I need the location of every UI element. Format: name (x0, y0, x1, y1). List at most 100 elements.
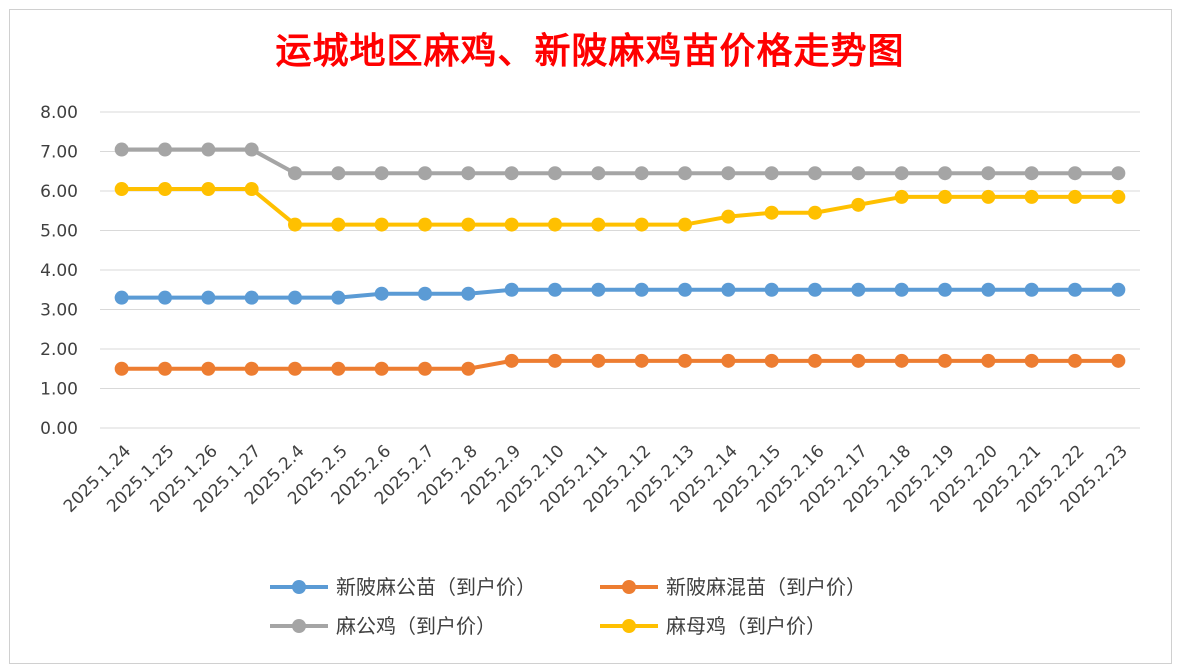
data-point (981, 282, 996, 297)
data-point (504, 353, 519, 368)
data-point (1068, 353, 1082, 368)
data-point (894, 282, 909, 297)
data-point (764, 166, 779, 181)
data-point (114, 182, 129, 197)
data-point (504, 166, 519, 181)
data-point (1068, 189, 1082, 204)
y-tick-label: 0.00 (40, 419, 78, 439)
legend-item: 麻母鸡（到户价） (600, 614, 826, 638)
data-point (808, 282, 822, 297)
data-point (808, 166, 822, 181)
gridlines (100, 111, 1140, 429)
data-point (938, 189, 952, 204)
data-point (114, 142, 129, 157)
data-point (158, 290, 172, 305)
data-point (461, 217, 476, 232)
data-point (851, 282, 866, 297)
data-point (1024, 353, 1039, 368)
data-point (591, 353, 606, 368)
data-point (764, 282, 779, 297)
data-point (1024, 282, 1039, 297)
y-tick-label: 6.00 (40, 182, 78, 202)
series-lines (114, 142, 1126, 376)
data-point (808, 205, 822, 220)
data-point (938, 353, 952, 368)
data-point (244, 182, 259, 197)
data-point (981, 353, 996, 368)
legend-item: 新陂麻公苗（到户价） (270, 575, 536, 599)
data-point (851, 353, 866, 368)
data-point (678, 282, 692, 297)
data-point (114, 290, 129, 305)
data-point (331, 166, 346, 181)
data-point (504, 282, 519, 297)
data-point (851, 197, 866, 212)
data-point (548, 353, 562, 368)
data-point (418, 217, 432, 232)
data-point (591, 217, 606, 232)
legend-swatch-marker (292, 619, 306, 633)
y-tick-label: 1.00 (40, 380, 78, 400)
series-line (121, 358, 1119, 371)
series-3 (114, 142, 1126, 181)
data-point (461, 286, 476, 301)
data-point (1068, 166, 1082, 181)
data-point (894, 189, 909, 204)
data-point (374, 361, 389, 376)
y-tick-label: 4.00 (40, 261, 78, 281)
data-point (201, 361, 216, 376)
data-point (1068, 282, 1082, 297)
data-point (678, 353, 692, 368)
data-point (1111, 282, 1126, 297)
chart-area (9, 9, 1172, 664)
data-point (158, 361, 172, 376)
data-point (288, 361, 302, 376)
data-point (331, 361, 346, 376)
data-point (981, 166, 996, 181)
data-point (418, 286, 432, 301)
data-point (591, 282, 606, 297)
data-point (721, 282, 736, 297)
data-point (981, 189, 996, 204)
data-point (894, 353, 909, 368)
chart-title: 运城地区麻鸡、新陂麻鸡苗价格走势图 (275, 30, 905, 72)
data-point (288, 166, 302, 181)
data-point (158, 142, 172, 157)
legend-swatch-marker (622, 619, 636, 633)
data-point (244, 290, 259, 305)
data-point (1111, 189, 1126, 204)
legend-label: 新陂麻公苗（到户价） (336, 575, 536, 599)
y-tick-label: 5.00 (40, 222, 78, 242)
data-point (201, 182, 216, 197)
data-point (374, 166, 389, 181)
legend-label: 麻公鸡（到户价） (336, 614, 496, 638)
series-4 (114, 182, 1126, 232)
data-point (244, 361, 259, 376)
data-point (548, 282, 562, 297)
data-point (634, 217, 649, 232)
data-point (288, 290, 302, 305)
legend-label: 麻母鸡（到户价） (666, 614, 826, 638)
legend-swatch-marker (622, 580, 636, 594)
series-line (121, 147, 1119, 176)
data-point (504, 217, 519, 232)
data-point (764, 205, 779, 220)
data-point (1111, 166, 1126, 181)
series-2 (114, 353, 1126, 376)
data-point (201, 290, 216, 305)
data-point (461, 166, 476, 181)
y-tick-label: 7.00 (40, 143, 78, 163)
data-point (461, 361, 476, 376)
legend-label: 新陂麻混苗（到户价） (666, 575, 866, 599)
data-point (1024, 166, 1039, 181)
y-axis-ticks: 0.00 1.00 2.00 3.00 4.00 5.00 6.00 7.00 8.00 (40, 103, 78, 439)
data-point (721, 209, 736, 224)
x-axis-ticks: 2025.1.242025.1.252025.1.262025.1.272025… (60, 441, 1132, 516)
data-point (548, 166, 562, 181)
data-point (764, 353, 779, 368)
data-point (158, 182, 172, 197)
data-point (1111, 353, 1126, 368)
data-point (678, 166, 692, 181)
data-point (634, 166, 649, 181)
